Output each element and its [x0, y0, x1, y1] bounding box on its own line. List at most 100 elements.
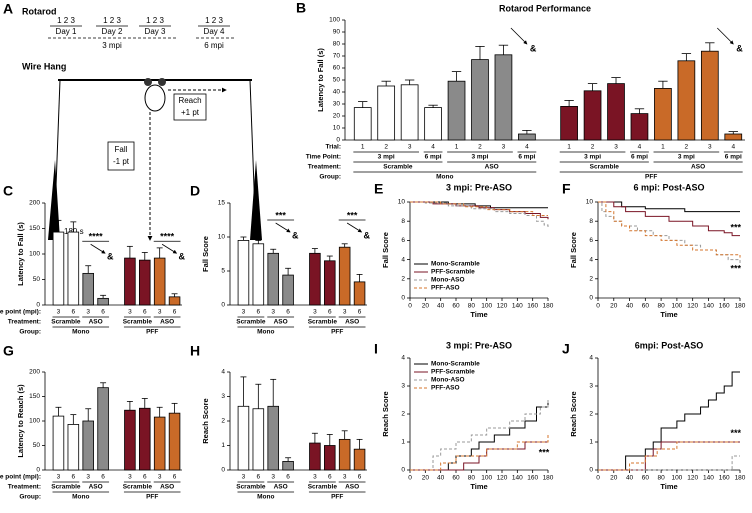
- x-row-label: Scramble: [308, 319, 338, 326]
- x-row-label: 3: [313, 309, 317, 316]
- bar: [309, 442, 321, 471]
- x-row-label: PFF: [146, 494, 158, 501]
- x-row-label: 6: [72, 309, 76, 316]
- x-row-label: Scramble: [383, 164, 413, 171]
- y-tick-label: 0: [336, 137, 340, 144]
- x-row-label: 6: [143, 309, 147, 316]
- y-tick-label: 4: [589, 355, 593, 362]
- annotation-marker: &: [292, 230, 299, 240]
- x-row-label: 6 mpi: [518, 154, 535, 161]
- x-row-label: 3: [271, 474, 275, 481]
- x-row-label: 2: [591, 144, 595, 151]
- bar: [324, 260, 336, 306]
- y-tick-label: 4: [589, 256, 593, 263]
- x-row-label: PFF: [146, 329, 158, 336]
- x-tick-label: 80: [468, 303, 476, 310]
- x-tick-label: 20: [610, 303, 618, 310]
- bar: [518, 133, 536, 141]
- x-tick-label: 100: [671, 303, 682, 310]
- x-row-label: 3: [158, 309, 162, 316]
- bar: [139, 407, 151, 471]
- y-tick-label: 4: [221, 369, 225, 376]
- bar: [324, 445, 336, 471]
- x-tick-label: 160: [719, 475, 730, 482]
- y-tick-label: 50: [33, 276, 41, 283]
- x-row-label: Scramble: [308, 484, 338, 491]
- reach-label: Reach: [178, 96, 201, 105]
- x-row-label: 2: [478, 144, 482, 151]
- trials: 1 2 3: [205, 16, 223, 25]
- x-tick-label: 80: [657, 475, 665, 482]
- x-row-label: 4: [431, 144, 435, 151]
- bar: [654, 88, 672, 141]
- series-line: [410, 201, 549, 220]
- y-axis-label: Fall Score: [569, 232, 578, 268]
- series-line: [598, 201, 740, 213]
- bar: [377, 85, 396, 141]
- y-axis-label: Reach Score: [569, 391, 578, 436]
- panel-letter: C: [3, 183, 13, 199]
- x-tick-label: 140: [703, 303, 714, 310]
- x-row-label: 6: [286, 309, 290, 316]
- x-row-label: Mono: [257, 329, 274, 336]
- x-tick-label: 100: [481, 303, 492, 310]
- y-tick-label: 10: [398, 199, 406, 206]
- x-row-label: ASO: [160, 319, 174, 326]
- bar: [338, 438, 351, 471]
- x-tick-label: 160: [527, 475, 538, 482]
- x-row-label: 3: [343, 309, 347, 316]
- arrow: [90, 243, 106, 254]
- y-tick-label: 40: [333, 89, 341, 96]
- x-tick-label: 140: [512, 475, 523, 482]
- x-tick-label: 20: [422, 475, 430, 482]
- x-row-label: 3: [708, 144, 712, 151]
- bar: [168, 296, 181, 306]
- x-tick-label: 0: [596, 303, 600, 310]
- x-row-label: 6 mpi: [631, 154, 648, 161]
- legend-label: PFF-Scramble: [431, 369, 475, 376]
- x-row-label: PFF: [331, 329, 343, 336]
- bar: [424, 107, 442, 141]
- trials: 1 2 3: [57, 16, 75, 25]
- y-tick-label: 0: [36, 302, 40, 309]
- y-tick-label: 200: [29, 369, 40, 376]
- x-row-label: Scramble: [51, 484, 81, 491]
- chart-title: 6mpi: Post-ASO: [635, 340, 704, 350]
- bar: [353, 107, 372, 141]
- bar: [494, 54, 513, 141]
- annotation: ***: [731, 428, 742, 438]
- y-tick-label: 2: [401, 276, 405, 283]
- day: Day 2: [102, 27, 123, 36]
- x-tick-label: 160: [719, 303, 730, 310]
- panel-letter: G: [3, 343, 14, 359]
- annotation: ****: [160, 232, 175, 242]
- bar: [677, 60, 696, 141]
- series-line: [598, 441, 740, 471]
- x-row-label: 6: [72, 474, 76, 481]
- y-tick-label: 60: [333, 65, 341, 72]
- panel-letter: H: [190, 343, 200, 359]
- y-tick-label: 15: [218, 200, 226, 207]
- y-tick-label: 0: [401, 467, 405, 474]
- duration: 180 s: [64, 227, 84, 236]
- x-row-label: Mono: [257, 494, 274, 501]
- annotation-marker: &: [107, 252, 114, 262]
- legend-label: PFF-ASO: [431, 285, 460, 292]
- y-tick-label: 1: [221, 442, 225, 449]
- y-tick-label: 8: [401, 218, 405, 225]
- x-row-label: ASO: [160, 484, 174, 491]
- arrow: [716, 27, 734, 45]
- y-tick-label: 150: [29, 225, 40, 232]
- x-tick-label: 80: [468, 475, 476, 482]
- bar: [97, 297, 109, 306]
- x-row-label: 3: [343, 474, 347, 481]
- series-line: [410, 400, 549, 471]
- y-tick-label: 8: [589, 218, 593, 225]
- bar: [400, 84, 419, 141]
- y-axis-label: Fall Score: [381, 232, 390, 268]
- y-tick-label: 0: [36, 467, 40, 474]
- panel-letter: E: [374, 181, 383, 197]
- x-axis-label: Time: [660, 482, 677, 491]
- fall-points: -1 pt: [113, 157, 130, 166]
